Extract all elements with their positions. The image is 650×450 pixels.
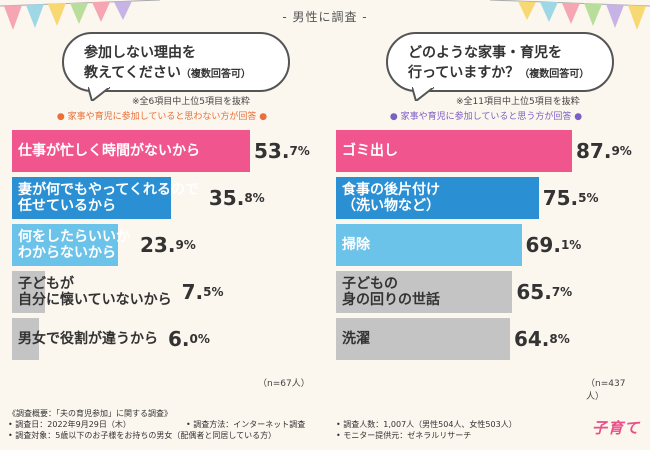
bar-3 xyxy=(12,224,118,266)
bunting-right-decoration xyxy=(490,0,650,30)
bar-chart-left: 仕事が忙しく時間がないから 53. 7% 妻が何でもやってくれるので 任せているから 35… xyxy=(12,130,312,400)
survey-date: • 調査日：2022年9月29日（木） xyxy=(8,420,131,429)
value-label: 35. 8% xyxy=(208,186,265,210)
bunting-left-decoration xyxy=(0,0,160,30)
question-bubble-left: 参加しない理由を 教えてください（複数回答可） xyxy=(62,32,290,101)
value-label: 87. 9% xyxy=(576,139,632,163)
question-line2: 教えてください xyxy=(84,65,181,81)
question-line1: 参加しない理由を xyxy=(84,45,196,61)
brand-logo: 子育て xyxy=(591,419,640,437)
value-label: 69. 1% xyxy=(525,233,582,257)
survey-count: • 調査人数：1,007人（男性504人、女性503人） xyxy=(336,420,517,429)
bar-3 xyxy=(336,224,522,266)
selection-note: ※全6項目中上位5項目を抜粋 xyxy=(132,97,250,107)
question-note: （複数回答可） xyxy=(180,69,251,80)
chart-panel-right: どのような家事・育児を 行っていますか？（複数回答可） ※全11項目中上位5項目… xyxy=(336,32,636,402)
survey-footer: 《調査概要：「夫の育児参加」に関する調査》 • 調査日：2022年9月29日（木… xyxy=(8,408,576,441)
category-label: 子どもが 自分に懐いていないから xyxy=(18,276,172,308)
question-line2: 行っていますか？ xyxy=(408,65,520,81)
category-label: ゴミ出し xyxy=(342,143,398,159)
value-label: 7. 5% xyxy=(181,280,224,304)
sample-size: （n=437人） xyxy=(586,379,626,402)
bar-5 xyxy=(336,318,510,360)
category-label: 洗濯 xyxy=(342,331,370,347)
survey-method: • 調査方法：インターネット調査 xyxy=(186,420,306,429)
question-bubble-right: どのような家事・育児を 行っていますか？（複数回答可） xyxy=(386,32,614,101)
value-label: 53. 7% xyxy=(254,139,310,163)
sample-size: （n=67人） xyxy=(258,379,310,389)
survey-title: 《調査概要：「夫の育児参加」に関する調査》 xyxy=(8,409,172,418)
bar-1 xyxy=(336,130,572,172)
value-label: 64. 8% xyxy=(513,327,570,351)
bar-2 xyxy=(12,177,171,219)
bar-4 xyxy=(336,271,513,313)
value-label: 65. 7% xyxy=(516,280,573,304)
question-line1: どのような家事・育児を xyxy=(408,45,562,61)
category-label: 仕事が忙しく時間がないから xyxy=(18,143,200,159)
page-title: - 男性に調査 - xyxy=(282,10,368,24)
bar-2 xyxy=(336,177,539,219)
speech-tail-icon xyxy=(88,87,110,101)
bar-1 xyxy=(12,130,250,172)
category-label: 男女で役割が違うから xyxy=(18,331,158,347)
chart-panel-left: 参加しない理由を 教えてください（複数回答可） ※全6項目中上位5項目を抜粋 ●… xyxy=(12,32,312,400)
value-label: 23. 9% xyxy=(140,233,196,257)
bar-chart-right: ゴミ出し 87. 9% 食事の後片付け （洗い物など） 75. 5% 掃除 69. 1% 子どもの身… xyxy=(336,130,636,402)
respondent-condition: ● 家事や育児に参加していると思わない方が回答 ● xyxy=(56,112,268,122)
category-label: 妻が何でもやってくれるので 任せているから xyxy=(18,182,199,214)
category-label: 何をしたらいいか わからないから xyxy=(18,229,130,261)
survey-target: • 調査対象：5歳以下のお子様をお持ちの男女（配偶者と同居している方） xyxy=(8,431,277,440)
category-label: 食事の後片付け （洗い物など） xyxy=(342,182,440,214)
value-label: 75. 5% xyxy=(542,186,599,210)
selection-note: ※全11項目中上位5項目を抜粋 xyxy=(456,97,580,107)
bar-5 xyxy=(12,318,39,360)
question-note: （複数回答可） xyxy=(519,69,590,80)
value-label: 6. 0% xyxy=(168,327,210,351)
category-label: 掃除 xyxy=(342,237,370,253)
speech-tail-icon xyxy=(412,87,434,101)
bar-4 xyxy=(12,271,46,313)
survey-provider: • モニター提供元：ゼネラルリサーチ xyxy=(336,431,472,440)
respondent-condition: ● 家事や育児に参加していると思う方が回答 ● xyxy=(389,112,583,122)
category-label: 子どもの 身の回りの世話 xyxy=(342,276,440,308)
